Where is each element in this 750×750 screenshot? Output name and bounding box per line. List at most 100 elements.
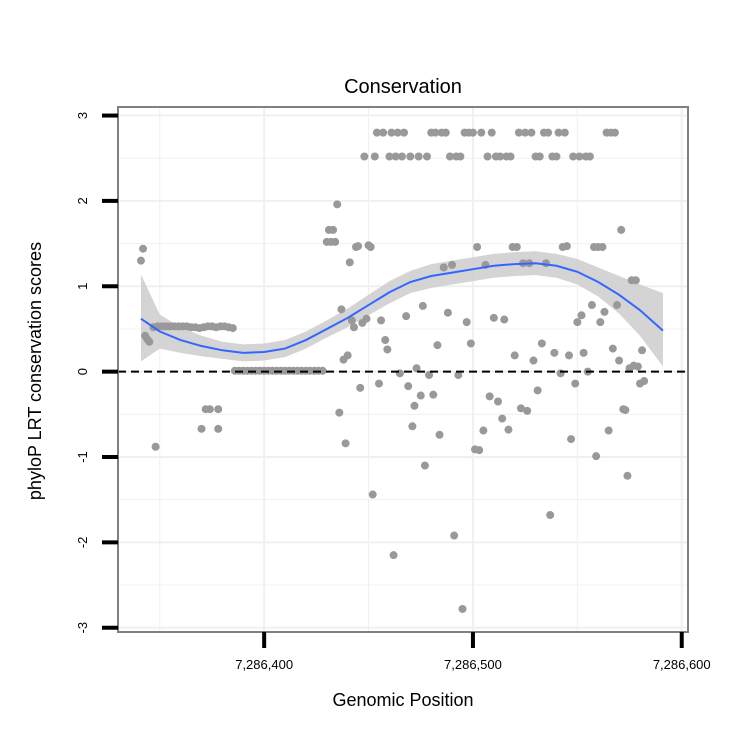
data-point-201 bbox=[631, 276, 640, 285]
x-tick-label-0: 7,286,400 bbox=[235, 657, 293, 672]
data-point-145 bbox=[514, 128, 523, 137]
data-point-132 bbox=[487, 128, 496, 137]
data-point-83 bbox=[385, 152, 394, 161]
data-point-193 bbox=[615, 356, 624, 365]
data-point-182 bbox=[592, 452, 601, 461]
data-point-96 bbox=[412, 364, 421, 373]
data-point-197 bbox=[623, 471, 632, 480]
panel-border bbox=[117, 106, 689, 633]
data-point-92 bbox=[404, 382, 413, 391]
data-point-159 bbox=[544, 128, 553, 137]
data-point-133 bbox=[489, 313, 498, 322]
data-point-146 bbox=[516, 404, 525, 413]
data-point-151 bbox=[527, 128, 536, 137]
data-point-102 bbox=[425, 371, 434, 380]
data-point-89 bbox=[397, 152, 406, 161]
data-point-164 bbox=[554, 128, 563, 137]
data-point-169 bbox=[564, 351, 573, 360]
data-point-0 bbox=[136, 256, 145, 265]
data-point-188 bbox=[604, 426, 613, 435]
data-point-170 bbox=[567, 435, 576, 444]
data-point-57 bbox=[331, 237, 340, 246]
data-point-105 bbox=[431, 128, 440, 137]
data-points-group bbox=[136, 128, 649, 613]
data-point-136 bbox=[496, 152, 505, 161]
data-point-107 bbox=[435, 430, 444, 439]
data-point-194 bbox=[617, 225, 626, 234]
smooth-trend-line bbox=[140, 262, 664, 354]
data-point-79 bbox=[377, 316, 386, 325]
data-point-117 bbox=[456, 152, 465, 161]
data-point-176 bbox=[579, 348, 588, 357]
data-point-202 bbox=[633, 362, 642, 371]
data-point-192 bbox=[613, 301, 622, 310]
data-point-85 bbox=[389, 551, 398, 560]
y-tick-label-2: -1 bbox=[75, 451, 90, 463]
data-point-196 bbox=[621, 406, 630, 415]
smooth-line-group bbox=[140, 262, 664, 354]
data-point-82 bbox=[383, 345, 392, 354]
data-point-104 bbox=[429, 390, 438, 399]
x-tick-label-2: 7,286,600 bbox=[653, 657, 711, 672]
data-point-30 bbox=[214, 424, 223, 433]
data-point-125 bbox=[473, 243, 482, 251]
data-point-112 bbox=[445, 152, 454, 161]
data-point-141 bbox=[506, 152, 515, 161]
data-point-127 bbox=[477, 128, 486, 137]
data-point-156 bbox=[537, 339, 546, 348]
data-point-93 bbox=[406, 152, 415, 161]
data-point-165 bbox=[556, 369, 565, 378]
data-point-69 bbox=[356, 383, 365, 392]
data-point-122 bbox=[466, 339, 475, 348]
data-point-163 bbox=[552, 152, 561, 161]
data-point-60 bbox=[337, 305, 346, 314]
x-tick-label-1: 7,286,500 bbox=[444, 657, 502, 672]
data-point-138 bbox=[500, 315, 509, 324]
data-point-184 bbox=[596, 318, 605, 327]
data-point-56 bbox=[329, 225, 338, 234]
data-point-149 bbox=[523, 406, 532, 415]
data-point-205 bbox=[640, 377, 649, 386]
data-point-114 bbox=[450, 531, 459, 540]
data-point-143 bbox=[510, 351, 519, 360]
data-point-52 bbox=[318, 366, 327, 375]
data-point-6 bbox=[151, 442, 160, 451]
data-point-1 bbox=[139, 244, 148, 253]
data-point-160 bbox=[546, 511, 555, 520]
data-point-140 bbox=[504, 425, 513, 434]
data-point-86 bbox=[391, 152, 400, 161]
data-point-91 bbox=[402, 312, 411, 321]
data-point-111 bbox=[443, 308, 452, 317]
data-point-77 bbox=[372, 128, 381, 137]
data-point-90 bbox=[400, 128, 409, 137]
data-point-26 bbox=[197, 424, 206, 433]
data-point-62 bbox=[341, 439, 350, 448]
data-point-118 bbox=[458, 604, 467, 613]
data-point-75 bbox=[368, 490, 377, 499]
data-point-76 bbox=[370, 152, 379, 161]
data-point-94 bbox=[408, 422, 417, 431]
data-point-120 bbox=[462, 318, 471, 327]
data-point-179 bbox=[585, 152, 594, 161]
data-point-144 bbox=[512, 243, 521, 251]
data-point-152 bbox=[529, 356, 538, 365]
data-point-4 bbox=[145, 337, 154, 346]
data-point-155 bbox=[535, 152, 544, 161]
data-point-180 bbox=[587, 301, 596, 310]
data-point-167 bbox=[560, 128, 569, 137]
data-point-123 bbox=[468, 128, 477, 137]
data-point-98 bbox=[416, 391, 425, 400]
y-tick-label-4: 1 bbox=[75, 283, 90, 290]
y-tick-label-0: -3 bbox=[75, 622, 90, 634]
data-point-29 bbox=[214, 405, 223, 414]
y-axis-label: phyloP LRT conservation scores bbox=[25, 242, 45, 500]
data-point-175 bbox=[577, 311, 586, 320]
data-point-173 bbox=[573, 318, 582, 327]
data-point-130 bbox=[483, 152, 492, 161]
data-point-65 bbox=[347, 316, 356, 325]
data-point-81 bbox=[381, 336, 390, 345]
data-point-148 bbox=[521, 128, 530, 137]
data-point-74 bbox=[366, 243, 375, 251]
y-tick-label-6: 3 bbox=[75, 112, 90, 119]
